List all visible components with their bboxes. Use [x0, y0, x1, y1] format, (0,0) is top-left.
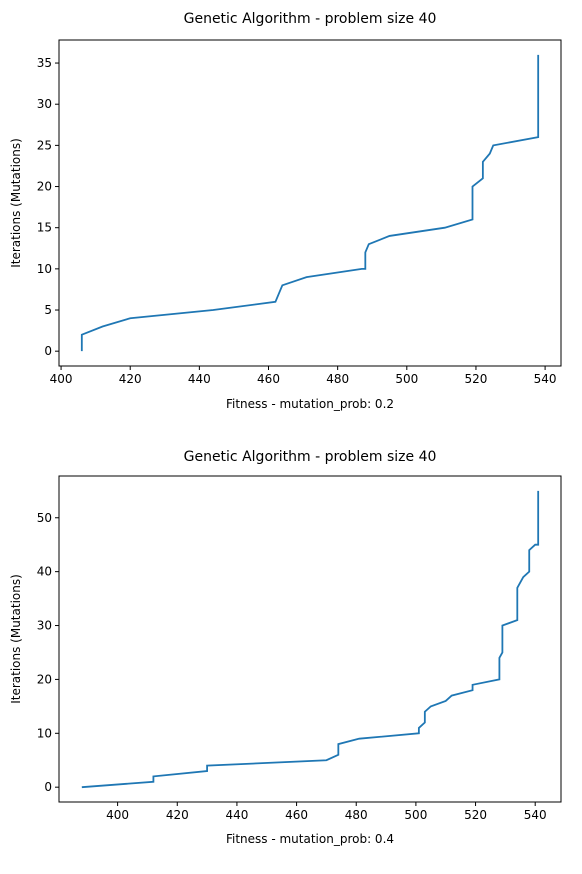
y-tick-label: 20: [37, 672, 52, 686]
x-tick-label: 400: [50, 372, 73, 386]
x-tick-label: 500: [404, 808, 427, 822]
plot-frame: [58, 475, 562, 803]
x-tick-label: 460: [285, 808, 308, 822]
x-tick-label: 400: [106, 808, 129, 822]
chart-title: Genetic Algorithm - problem size 40: [184, 449, 437, 465]
chart-title: Genetic Algorithm - problem size 40: [184, 11, 437, 27]
x-tick-label: 500: [395, 372, 418, 386]
x-axis-label: Fitness - mutation_prob: 0.4: [226, 832, 394, 846]
x-tick-label: 540: [534, 372, 557, 386]
y-tick-label: 50: [37, 511, 52, 525]
x-tick-label: 460: [257, 372, 280, 386]
y-tick-label: 0: [44, 780, 52, 794]
x-tick-label: 440: [188, 372, 211, 386]
data-line: [80, 54, 540, 352]
y-tick-label: 10: [37, 726, 52, 740]
x-tick-label: 540: [524, 808, 547, 822]
y-tick-label: 0: [44, 344, 52, 358]
x-tick-label: 420: [119, 372, 142, 386]
y-tick-label: 10: [37, 262, 52, 276]
x-axis-label: Fitness - mutation_prob: 0.2: [226, 397, 394, 411]
x-tick-label: 480: [326, 372, 349, 386]
y-tick-label: 30: [37, 619, 52, 633]
plot-frame: [58, 39, 562, 367]
y-axis-label: Iterations (Mutations): [9, 138, 23, 268]
y-tick-label: 40: [37, 565, 52, 579]
x-tick-label: 420: [166, 808, 189, 822]
x-tick-label: 440: [225, 808, 248, 822]
x-tick-label: 520: [464, 808, 487, 822]
y-axis-label: Iterations (Mutations): [9, 574, 23, 704]
data-line: [81, 490, 540, 789]
y-tick-label: 25: [37, 138, 52, 152]
x-tick-label: 520: [464, 372, 487, 386]
y-tick-label: 5: [44, 303, 52, 317]
y-tick-label: 20: [37, 180, 52, 194]
y-tick-label: 30: [37, 97, 52, 111]
x-tick-label: 480: [345, 808, 368, 822]
y-tick-label: 35: [37, 56, 52, 70]
y-tick-label: 15: [37, 221, 52, 235]
